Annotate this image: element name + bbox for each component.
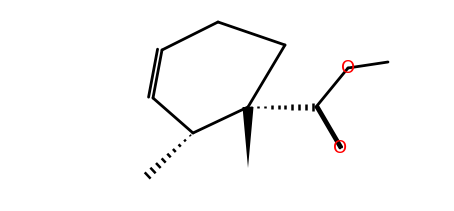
Text: O: O	[341, 59, 355, 77]
Polygon shape	[242, 107, 253, 168]
Text: O: O	[333, 139, 347, 157]
